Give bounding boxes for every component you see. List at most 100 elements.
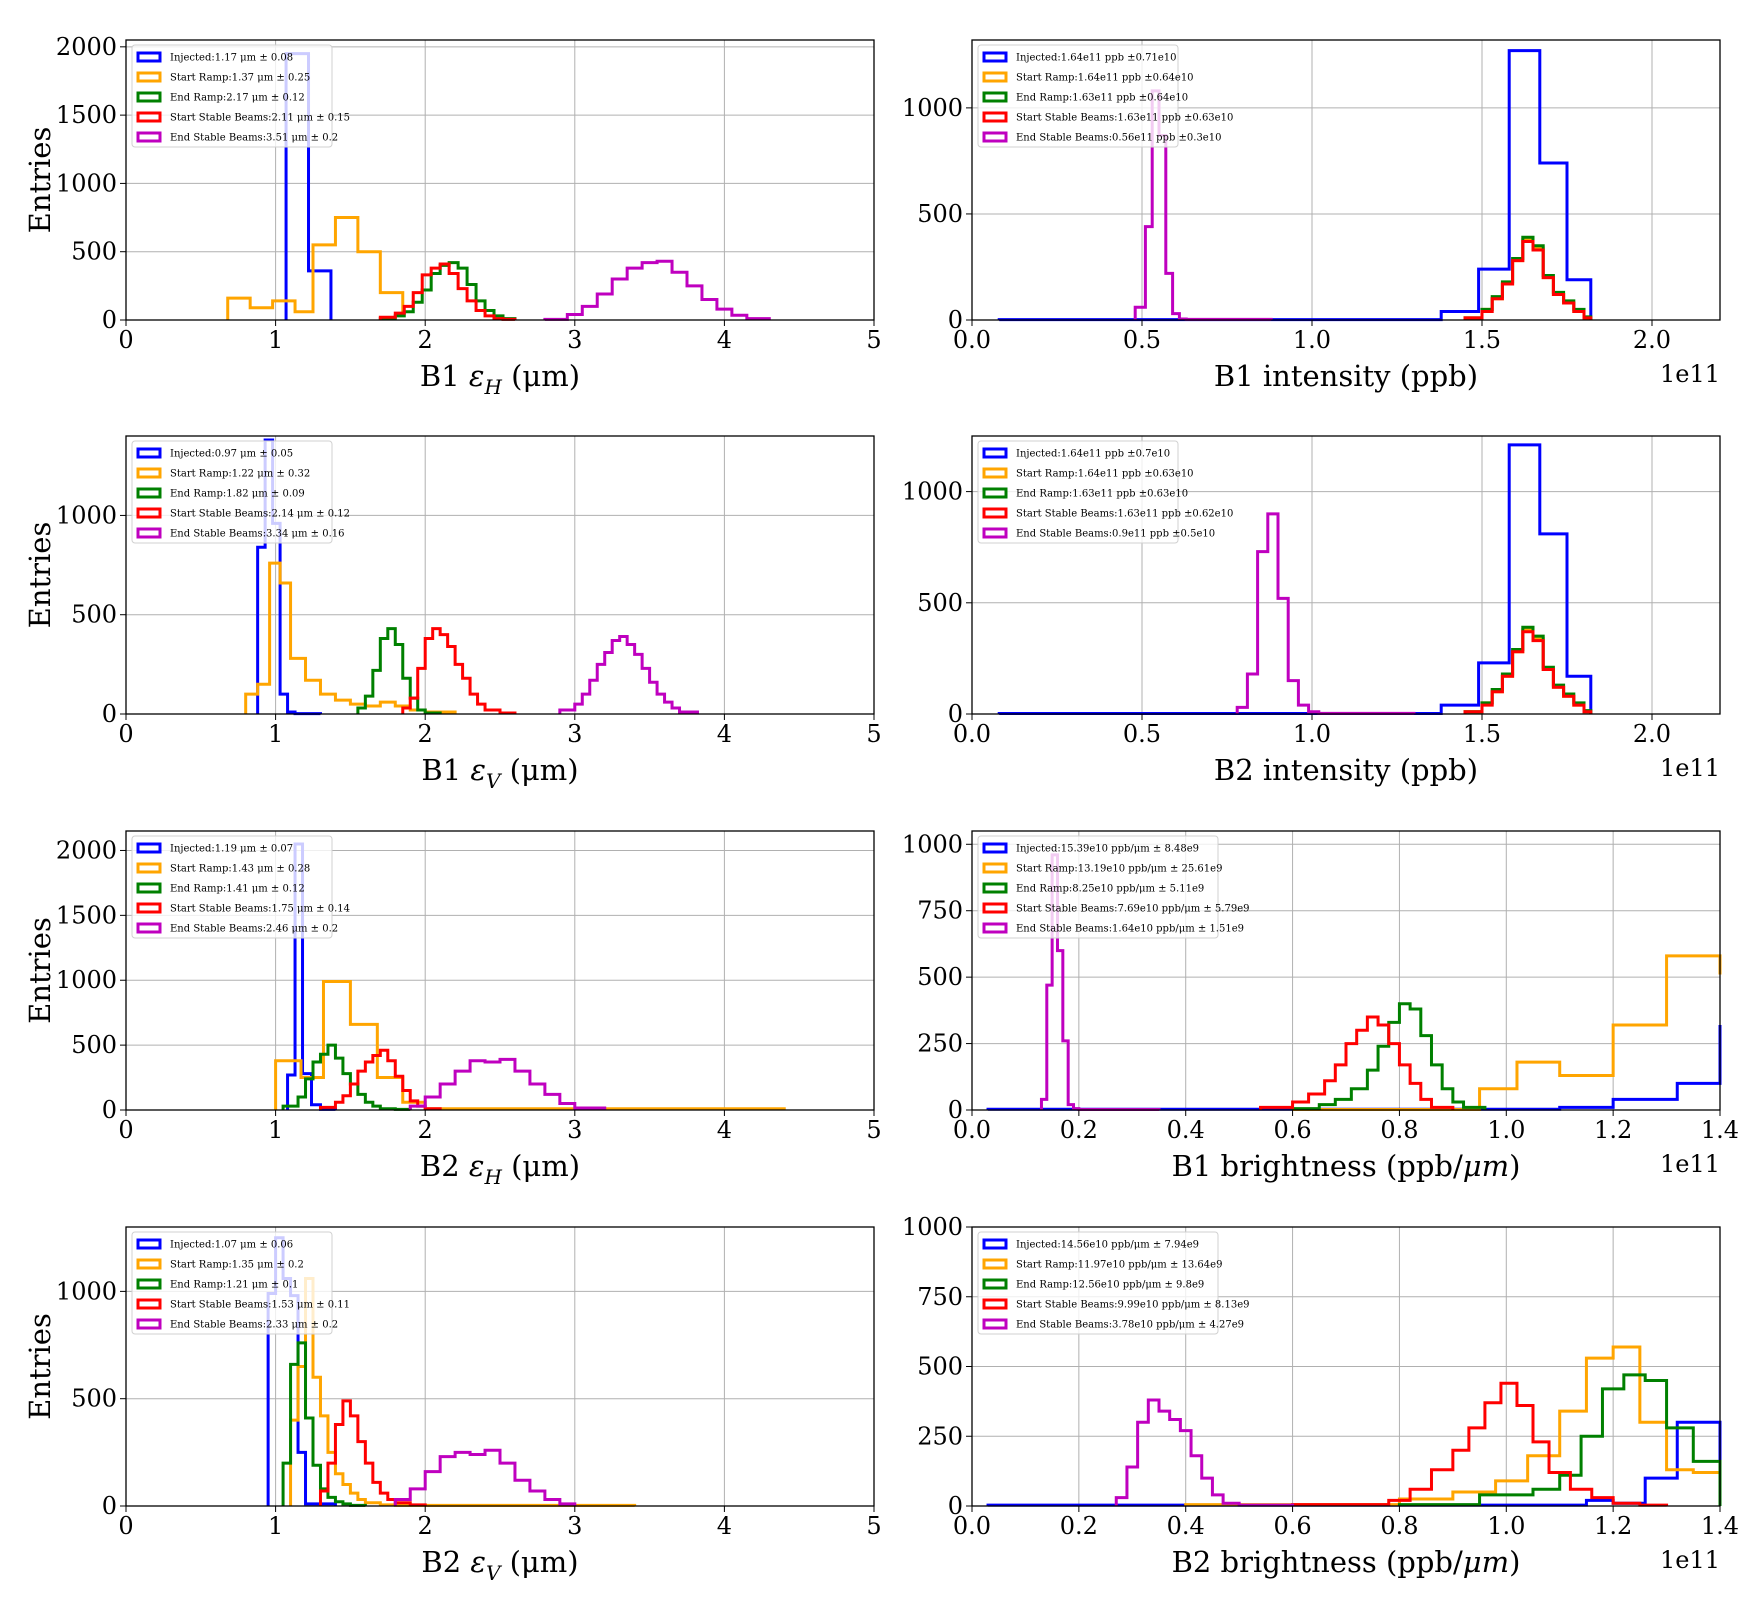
legend-swatch — [136, 882, 162, 894]
x-tick-label: 1 — [268, 1116, 283, 1144]
x-tick-label: 1.5 — [1463, 326, 1501, 354]
x-tick-label: 5 — [866, 1512, 881, 1540]
legend-swatch — [982, 71, 1008, 83]
legend-entry: Start Ramp:1.37 μm ± 0.25 — [170, 73, 310, 84]
legend-entry: End Stable Beams:2.46 μm ± 0.2 — [170, 924, 338, 935]
x-axis-label-prefix: B1 — [420, 359, 469, 393]
hist-series-start-stable-beams — [1291, 1381, 1669, 1507]
x-tick-label: 4 — [717, 1512, 732, 1540]
x-axis-label-suffix: ) — [1509, 1149, 1520, 1183]
y-tick-label: 500 — [71, 1031, 117, 1059]
x-tick-label: 0.6 — [1273, 1512, 1311, 1540]
hist-series-start-ramp — [1184, 1345, 1722, 1507]
legend-entry: Injected:1.19 μm ± 0.07 — [170, 844, 293, 855]
y-tick-label: 250 — [917, 1422, 963, 1450]
legend-entry: End Ramp:12.56e10 ppb/μm ± 9.8e9 — [1016, 1280, 1204, 1291]
x-tick-label: 1.4 — [1701, 1512, 1739, 1540]
y-tick-label: 0 — [948, 1096, 963, 1124]
x-axis-label: B1 intensity (ppb) — [1214, 359, 1478, 393]
x-tick-label: 4 — [717, 720, 732, 748]
axes-frame — [125, 1226, 875, 1507]
x-tick-label: 1.2 — [1594, 1116, 1632, 1144]
x-axis-label-subscript: H — [483, 1165, 502, 1189]
axis-offset-label: 1e11 — [1660, 360, 1720, 388]
legend-swatch — [136, 131, 162, 143]
panel-b1-eh: 0 1 2 3 4 5 0 500 1000 1500 2000 B1 εH (μm) Entries I… — [23, 33, 882, 399]
x-axis-label-prefix: B1 intensity (ppb) — [1214, 359, 1478, 393]
legend-entry: Injected:1.64e11 ppb ±0.7e10 — [1016, 449, 1170, 460]
x-axis-label-suffix: (μm) — [502, 1149, 580, 1183]
x-axis-label: B2 brightness (ppb/μm) — [1172, 1545, 1521, 1579]
legend-entry: Injected:1.64e11 ppb ±0.71e10 — [1016, 53, 1176, 64]
y-axis-label: Entries — [23, 127, 57, 234]
axis-offset-label: 1e11 — [1660, 754, 1720, 782]
y-tick-label: 1500 — [56, 901, 117, 929]
legend-swatch — [982, 91, 1008, 103]
legend-swatch — [136, 467, 162, 479]
x-axis-label-subscript: V — [486, 1561, 503, 1585]
axes-frame — [971, 435, 1721, 715]
panel-b2-eh: 0 1 2 3 4 5 0 500 1000 1500 2000 B2 εH (μm) Entries I… — [23, 830, 882, 1189]
legend-swatch — [136, 91, 162, 103]
hist-series-start-stable-beams — [1463, 630, 1593, 714]
legend-box — [977, 440, 1179, 544]
legend-entry: End Stable Beams:2.33 μm ± 0.2 — [170, 1320, 338, 1331]
legend-entry: Injected:0.97 μm ± 0.05 — [170, 449, 293, 460]
x-tick-label: 0 — [118, 1116, 133, 1144]
legend-swatch — [982, 507, 1008, 519]
legend-box — [131, 835, 333, 939]
legend-swatch — [136, 842, 162, 854]
legend-swatch — [136, 1278, 162, 1290]
x-tick-label: 0.8 — [1380, 1116, 1418, 1144]
legend-box — [977, 835, 1219, 939]
legend-swatch — [982, 111, 1008, 123]
x-tick-label: 0.4 — [1167, 1512, 1205, 1540]
hist-series-end-ramp — [281, 1043, 412, 1111]
legend-entry: End Stable Beams:3.51 μm ± 0.2 — [170, 133, 338, 144]
y-tick-label: 1000 — [56, 966, 117, 994]
legend-swatch — [982, 447, 1008, 459]
legend-entry: Injected:1.07 μm ± 0.06 — [170, 1240, 293, 1251]
legend-box — [131, 44, 333, 148]
hist-series-start-ramp — [226, 216, 405, 320]
legend-swatch — [136, 1298, 162, 1310]
legend-swatch — [982, 1258, 1008, 1270]
hist-series-end-stable-beams — [1114, 1398, 1295, 1507]
x-axis-label-symbol: μm — [1463, 1545, 1509, 1579]
y-tick-label: 0 — [102, 700, 117, 728]
y-tick-label: 250 — [917, 1030, 963, 1058]
x-tick-label: 1.0 — [1487, 1116, 1525, 1144]
y-tick-label: 0 — [948, 700, 963, 728]
hist-series-end-ramp — [281, 1341, 367, 1507]
legend-box — [131, 440, 333, 544]
legend-entry: End Ramp:1.41 μm ± 0.12 — [170, 884, 305, 895]
hist-series-end-stable-beams — [1039, 853, 1161, 1111]
y-tick-label: 1500 — [56, 101, 117, 129]
legend-swatch — [982, 131, 1008, 143]
y-tick-label: 0 — [948, 1492, 963, 1520]
legend-entry: Start Stable Beams:1.75 μm ± 0.14 — [170, 904, 350, 915]
y-tick-label: 500 — [917, 589, 963, 617]
x-axis-label: B2 intensity (ppb) — [1214, 753, 1478, 787]
legend-box — [977, 1231, 1219, 1335]
x-tick-label: 3 — [567, 1116, 582, 1144]
legend-swatch — [982, 1298, 1008, 1310]
hist-series-end-stable-beams — [1133, 89, 1273, 321]
legend-entry: End Ramp:8.25e10 ppb/μm ± 5.11e9 — [1016, 884, 1204, 895]
hist-series-end-ramp — [1463, 625, 1593, 714]
legend-swatch — [982, 882, 1008, 894]
hist-series-start-ramp — [1463, 627, 1593, 714]
legend-swatch — [136, 922, 162, 934]
x-tick-label: 0.0 — [953, 326, 991, 354]
y-tick-label: 750 — [917, 897, 963, 925]
legend-entry: Injected:15.39e10 ppb/μm ± 8.48e9 — [1016, 844, 1199, 855]
x-tick-label: 0.5 — [1123, 720, 1161, 748]
legend-swatch — [982, 1238, 1008, 1250]
x-tick-label: 1 — [268, 720, 283, 748]
x-tick-label: 0.0 — [953, 720, 991, 748]
x-tick-label: 0.6 — [1273, 1116, 1311, 1144]
y-tick-label: 1000 — [902, 830, 963, 858]
axis-offset-label: 1e11 — [1660, 1150, 1720, 1178]
x-axis-label: B2 εH (μm) — [420, 1149, 580, 1189]
